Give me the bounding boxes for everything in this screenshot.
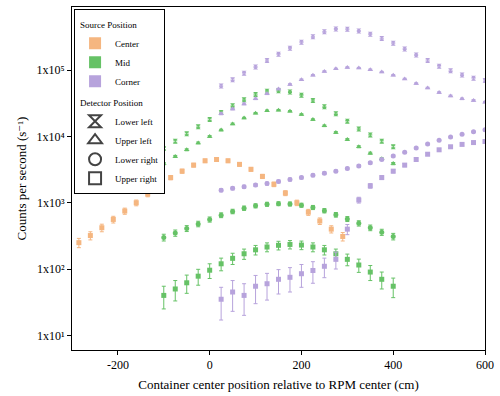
- svg-text:1x10⁵: 1x10⁵: [36, 63, 64, 77]
- svg-text:Mid: Mid: [115, 58, 131, 68]
- svg-text:Corner: Corner: [115, 77, 140, 87]
- svg-text:1x10¹: 1x10¹: [37, 329, 65, 343]
- svg-text:Upper right: Upper right: [115, 174, 157, 184]
- svg-text:1x10³: 1x10³: [37, 196, 65, 210]
- svg-text:Detector Position: Detector Position: [80, 98, 143, 108]
- svg-text:400: 400: [384, 358, 402, 372]
- svg-text:Lower right: Lower right: [115, 155, 158, 165]
- svg-text:Center: Center: [115, 39, 139, 49]
- svg-text:600: 600: [476, 358, 494, 372]
- svg-text:Container center position rela: Container center position relative to RP…: [138, 377, 419, 392]
- svg-text:0: 0: [207, 358, 213, 372]
- svg-text:Upper left: Upper left: [115, 136, 152, 146]
- svg-text:Lower left: Lower left: [115, 117, 153, 127]
- svg-text:Source Position: Source Position: [80, 20, 137, 30]
- svg-text:Counts per second (s⁻¹): Counts per second (s⁻¹): [14, 117, 29, 241]
- svg-text:1x10⁴: 1x10⁴: [36, 130, 64, 144]
- svg-text:1x10²: 1x10²: [37, 262, 65, 276]
- svg-text:200: 200: [292, 358, 310, 372]
- svg-text:-200: -200: [107, 358, 129, 372]
